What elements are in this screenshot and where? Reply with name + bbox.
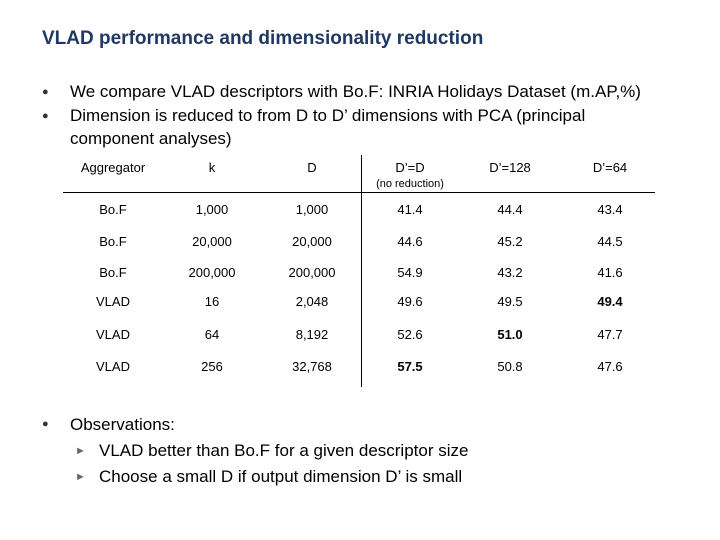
bullet: Dimension is reduced to from D to D’ dim… [70, 106, 586, 148]
table-cell: 1,000 [195, 202, 229, 217]
table-cell: 51.0 [497, 327, 523, 342]
table-cell: 41.4 [397, 202, 423, 217]
table-cell: Bo.F [99, 234, 127, 249]
table-cell: Bo.F [99, 202, 127, 217]
table-cell: 256 [201, 359, 223, 374]
table-cell: 45.2 [497, 234, 523, 249]
table-cell: Bo.F [99, 265, 127, 280]
observation: Choose a small D if output dimension D’ … [99, 467, 463, 486]
observation: VLAD better than Bo.F for a given descri… [99, 441, 469, 460]
table-cell: 64 [204, 327, 220, 342]
sub-bullet: ► [75, 445, 86, 457]
column-header: k [208, 160, 216, 175]
bullet-dot: ● [42, 110, 49, 122]
sub-bullet: ► [75, 471, 86, 483]
table-cell: 49.6 [397, 294, 423, 309]
table-cell: 20,000 [292, 234, 332, 249]
table-cell: 20,000 [192, 234, 232, 249]
table-cell: VLAD [96, 327, 130, 342]
table-cell: 57.5 [397, 359, 423, 374]
table-cell: VLAD [96, 294, 130, 309]
table-cell: 43.2 [497, 265, 523, 280]
column-rule [361, 155, 362, 387]
column-header: D [307, 160, 317, 175]
table-cell: 52.6 [397, 327, 423, 342]
slide-title: VLAD performance and dimensionality redu… [42, 28, 484, 49]
table-cell: 16 [204, 294, 220, 309]
table-cell: 2,048 [295, 294, 329, 309]
table-cell: VLAD [96, 359, 130, 374]
column-header: D’=128 [489, 160, 531, 175]
bullet-dot: ● [42, 418, 49, 430]
column-note: (no reduction) [376, 178, 444, 190]
header-rule [63, 192, 655, 193]
column-header: Aggregator [80, 160, 146, 175]
table-cell: 32,768 [292, 359, 332, 374]
table-cell: 1,000 [295, 202, 329, 217]
table-cell: 41.6 [597, 265, 623, 280]
table-cell: 8,192 [295, 327, 329, 342]
table-cell: 200,000 [188, 265, 236, 280]
table-cell: 47.7 [597, 327, 623, 342]
table-cell: 44.6 [397, 234, 423, 249]
table-cell: 54.9 [397, 265, 423, 280]
bullet: We compare VLAD descriptors with Bo.F: I… [70, 82, 641, 101]
table-cell: 49.5 [497, 294, 523, 309]
table-cell: 44.5 [597, 234, 623, 249]
column-header: D’=D [395, 160, 425, 175]
table-cell: 47.6 [597, 359, 623, 374]
observations-title: Observations: [70, 415, 175, 434]
table-cell: 200,000 [288, 265, 336, 280]
table-cell: 43.4 [597, 202, 623, 217]
bullet-dot: ● [42, 86, 49, 98]
table-cell: 50.8 [497, 359, 523, 374]
table-cell: 44.4 [497, 202, 523, 217]
table-cell: 49.4 [597, 294, 623, 309]
column-header: D’=64 [592, 160, 628, 175]
